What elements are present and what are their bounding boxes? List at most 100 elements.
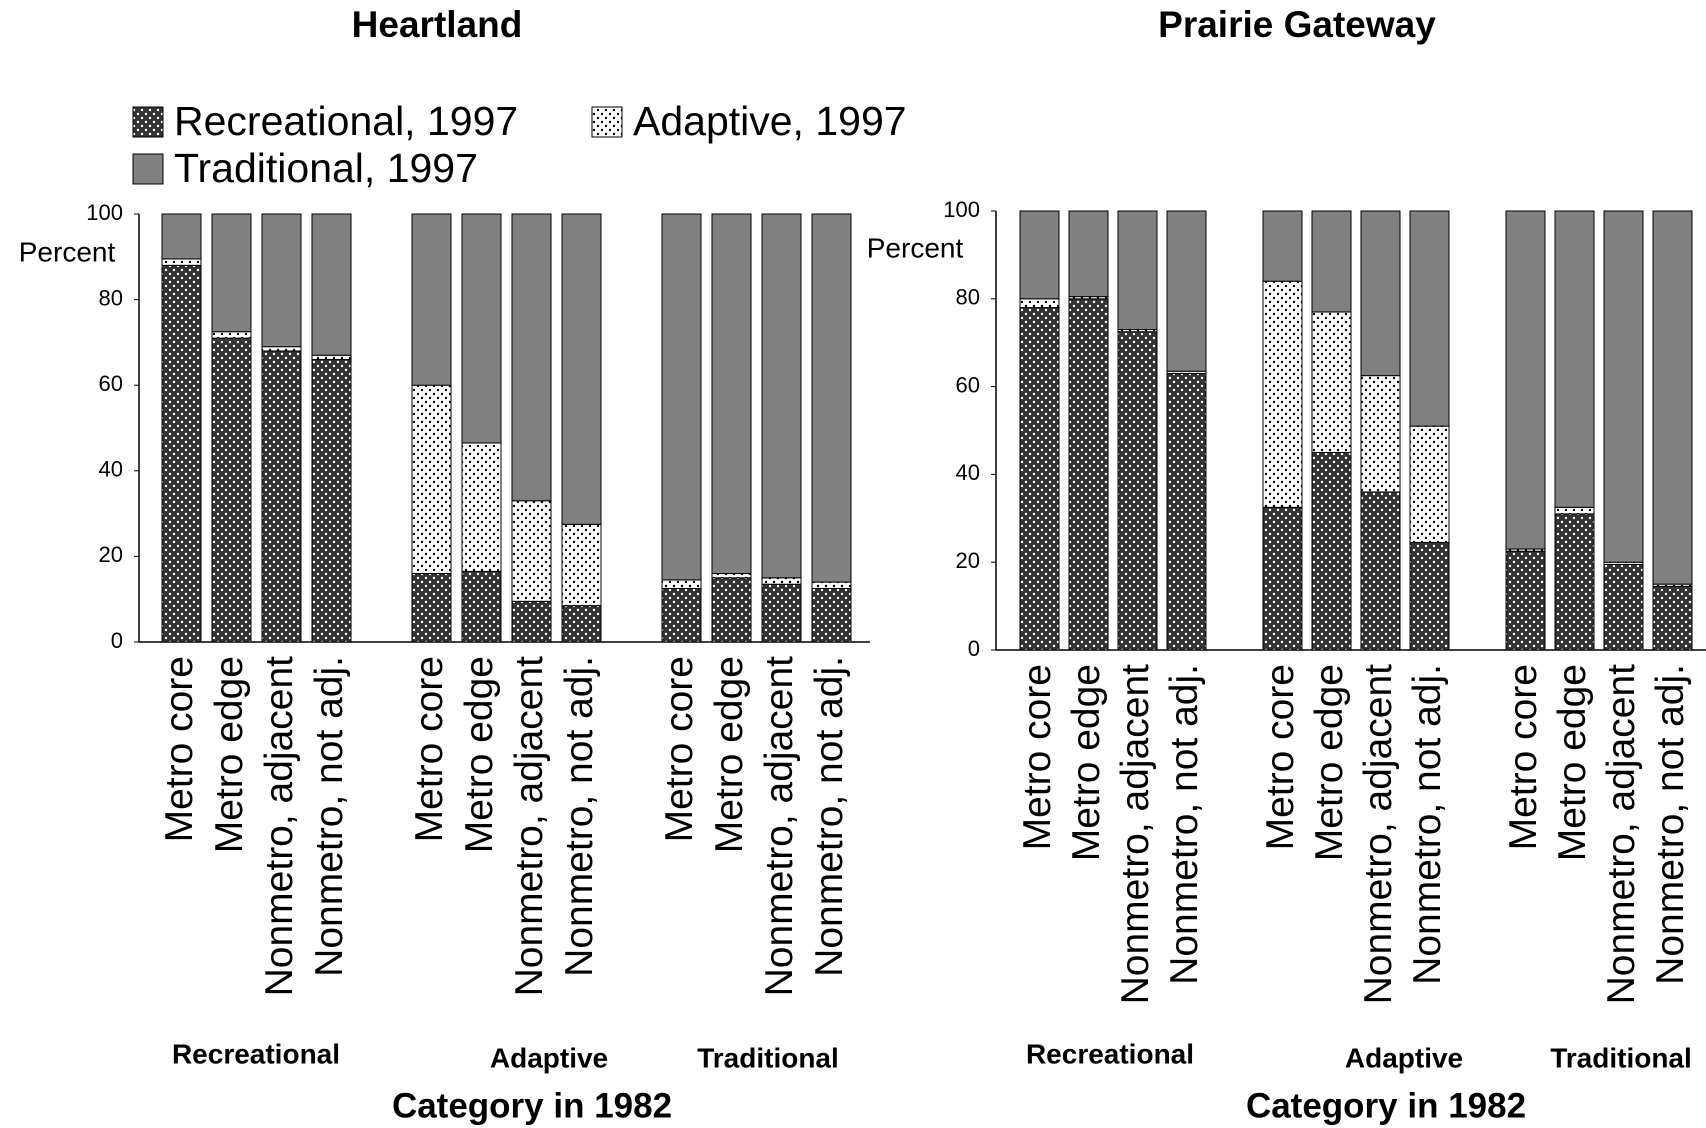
chart-title: Heartland <box>352 4 523 45</box>
bar-segment <box>411 384 452 575</box>
bar-segment <box>761 577 802 585</box>
bar-segment <box>261 350 302 643</box>
bar-segment <box>1554 506 1595 515</box>
y-tick-label: 20 <box>956 548 980 573</box>
bar-segment <box>1360 491 1401 651</box>
y-tick-label: 40 <box>956 460 980 485</box>
chart-title: Prairie Gateway <box>1158 4 1436 45</box>
y-tick-label: 20 <box>99 542 123 567</box>
x-tick-label: Metro edge <box>1308 664 1351 861</box>
bar-segment <box>761 213 802 579</box>
y-tick-label: 100 <box>86 200 123 225</box>
bar-segment <box>811 588 852 643</box>
bar-segment <box>561 605 602 643</box>
x-tick-label: Metro core <box>158 656 201 842</box>
x-tick-label: Nonmetro, adjacent <box>258 656 301 997</box>
bar-segment <box>161 258 202 266</box>
bar-segment <box>1652 210 1693 585</box>
bar-segment <box>1311 451 1352 651</box>
x-tick-label: Nonmetro, adjacent <box>1357 664 1400 1005</box>
group-label: Adaptive <box>490 1042 608 1073</box>
x-axis-label: Category in 1982 <box>1246 1086 1526 1125</box>
bar-segment <box>461 213 502 444</box>
y-axis-label: Percent <box>19 236 116 267</box>
group-label: Traditional <box>697 1042 839 1073</box>
x-tick-label: Nonmetro, not adj. <box>308 656 351 977</box>
legend-label: Traditional, 1997 <box>174 145 478 191</box>
bar-segment <box>411 213 452 386</box>
bar-segment <box>661 213 702 581</box>
y-axis-label: Percent <box>867 232 964 263</box>
bar-segment <box>511 213 552 502</box>
bar-segment <box>1360 375 1401 493</box>
bar-segment <box>311 359 352 643</box>
bar-segment <box>211 213 252 333</box>
legend-swatch <box>591 106 623 138</box>
bar-segment <box>1505 550 1546 651</box>
group-label: Adaptive <box>1345 1042 1463 1073</box>
x-tick-label: Nonmetro, not adj. <box>558 656 601 977</box>
bar-segment <box>511 600 552 643</box>
bar-segment <box>1262 506 1303 651</box>
x-tick-label: Nonmetro, adjacent <box>758 656 801 997</box>
bar-segment <box>1262 280 1303 508</box>
x-tick-label: Metro edge <box>1551 664 1594 861</box>
bar-segment <box>1505 210 1546 550</box>
bar-segment <box>411 573 452 643</box>
group-label: Recreational <box>1026 1038 1194 1069</box>
bar-segment <box>511 500 552 602</box>
y-tick-label: 0 <box>111 628 123 653</box>
bar-segment <box>1409 425 1450 543</box>
bar-segment <box>1166 210 1207 372</box>
bar-segment <box>1019 298 1060 309</box>
bar-segment <box>761 583 802 643</box>
x-tick-label: Metro edge <box>208 656 251 853</box>
bar-segment <box>1311 210 1352 313</box>
bar-segment <box>1019 307 1060 651</box>
x-tick-label: Nonmetro, adjacent <box>1600 664 1643 1005</box>
bar-segment <box>1652 585 1693 651</box>
bar-segment <box>661 588 702 643</box>
bar-segment <box>811 213 852 583</box>
x-tick-label: Nonmetro, adjacent <box>1114 664 1157 1005</box>
bar-segment <box>1603 563 1644 651</box>
bar-segment <box>211 331 252 339</box>
bar-segment <box>1603 210 1644 563</box>
bar-segment <box>261 213 302 348</box>
x-axis-label: Category in 1982 <box>392 1086 672 1125</box>
bar-segment <box>1409 210 1450 427</box>
bar-segment <box>1117 331 1158 651</box>
bar-segment <box>711 577 752 643</box>
x-tick-label: Metro core <box>1502 664 1545 850</box>
bar-segment <box>1068 210 1109 298</box>
y-tick-label: 0 <box>968 636 980 661</box>
x-tick-label: Nonmetro, not adj. <box>808 656 851 977</box>
bar-segment <box>561 213 602 525</box>
bar-segment <box>711 573 752 579</box>
bar-segment <box>1117 210 1158 331</box>
x-tick-label: Metro core <box>1259 664 1302 850</box>
bar-segment <box>1262 210 1303 282</box>
bar-segment <box>311 354 352 361</box>
y-tick-label: 80 <box>99 285 123 310</box>
y-tick-label: 60 <box>99 371 123 396</box>
y-tick-label: 80 <box>956 285 980 310</box>
y-tick-label: 100 <box>943 197 980 222</box>
bar-segment <box>1166 372 1207 651</box>
group-label: Traditional <box>1550 1042 1692 1073</box>
x-tick-label: Nonmetro, not adj. <box>1163 664 1206 985</box>
x-tick-label: Metro core <box>1016 664 1059 850</box>
bar-segment <box>461 570 502 643</box>
y-tick-label: 60 <box>956 372 980 397</box>
x-tick-label: Metro edge <box>708 656 751 853</box>
y-tick-label: 40 <box>99 457 123 482</box>
legend-swatch <box>132 153 164 185</box>
bar-segment <box>561 523 602 607</box>
bar-segment <box>1019 210 1060 300</box>
x-tick-label: Metro core <box>408 656 451 842</box>
bar-segment <box>211 337 252 643</box>
legend-label: Recreational, 1997 <box>174 98 518 144</box>
bar-segment <box>1409 541 1450 651</box>
bar-segment <box>661 579 702 590</box>
